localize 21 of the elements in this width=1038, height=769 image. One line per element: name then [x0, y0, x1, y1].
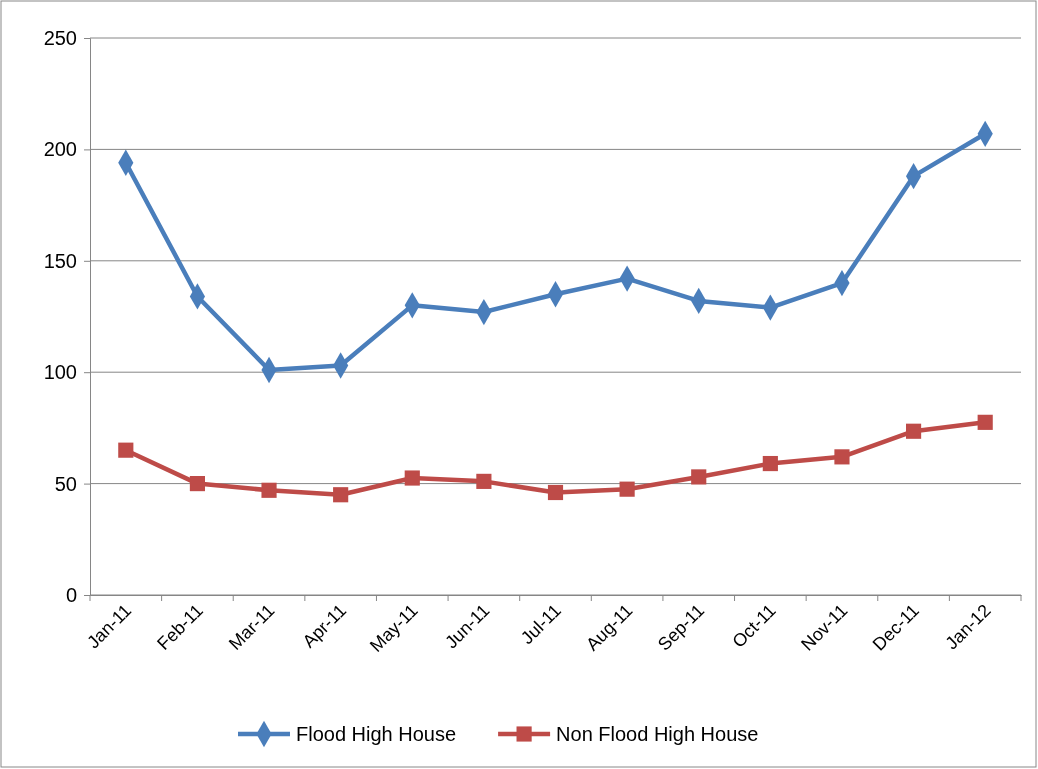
point [476, 473, 492, 489]
point [118, 442, 134, 458]
point [834, 449, 850, 465]
y-tick-label: 150 [43, 249, 77, 272]
point [691, 469, 707, 485]
point [547, 484, 564, 501]
point [905, 423, 922, 439]
y-tick-label: 200 [43, 138, 77, 161]
point [189, 476, 206, 492]
point [404, 470, 420, 486]
point [619, 481, 635, 497]
y-tick-label: 250 [43, 26, 77, 49]
y-tick-label: 100 [43, 361, 77, 384]
point [261, 482, 277, 498]
y-tick-label: 50 [54, 472, 77, 495]
point [333, 487, 349, 503]
y-tick-label: 0 [65, 583, 77, 606]
legend-label: Non Flood High House [556, 723, 759, 745]
point [977, 414, 993, 430]
point [762, 455, 778, 472]
legend-label: Flood High House [296, 723, 457, 745]
